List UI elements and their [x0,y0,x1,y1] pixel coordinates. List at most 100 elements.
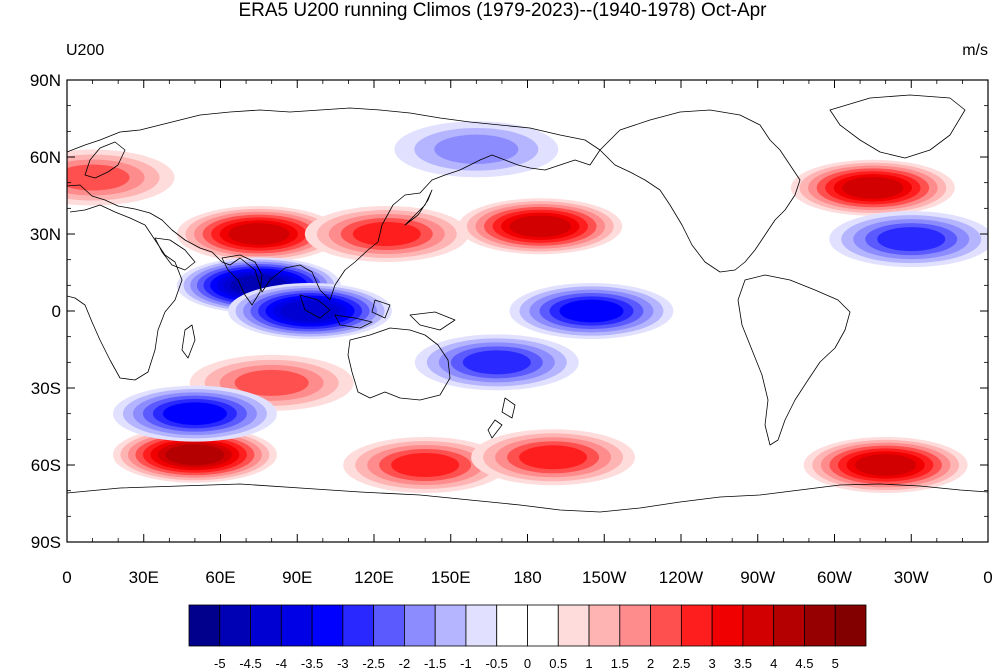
colorbar-swatch [527,604,559,647]
colorbar-label: 4.5 [795,656,813,671]
anomaly-contour-7-5 [519,445,588,470]
anomaly-contour-0-7 [228,223,290,245]
colorbar-label: 2.5 [672,656,690,671]
figure-title: ERA5 U200 running Climos (1979-2023)--(1… [238,0,767,21]
lon-tick-label: 30W [894,568,929,587]
colorbar-swatch [773,604,805,647]
coastline-arabia [154,237,196,271]
coastline-indonesia [299,294,456,331]
anomaly-contour-4-4 [67,164,130,191]
units-label: m/s [962,42,988,59]
colorbar-swatch [342,604,375,647]
coastline-south-america [737,274,851,446]
anomaly-contour-12-6 [559,299,624,323]
colorbar-label: -4.5 [239,656,261,671]
coastline-scandinavia [84,141,126,179]
anomaly-contour-15-6 [162,402,227,425]
lon-tick-label: 0 [983,568,992,587]
anomaly-contour-8-7 [855,454,917,476]
lon-tick-label: 120W [659,568,703,587]
colorbar: -5 -4.5 -4 -3.5 -3 -2.5 -2 -1.5 -1 -0.5 0 0.5 1 1.5 2 2… [188,604,867,671]
anomaly-contour-6-5 [391,453,460,477]
coastline-greenland [829,94,966,159]
colorbar-label: 0 [524,656,531,671]
colorbar-swatch [188,604,221,647]
colorbar-swatch [250,604,282,647]
coastline-japan [404,189,433,226]
anomaly-contour-13-5 [462,350,531,375]
colorbar-swatch [804,604,836,647]
coastline-africa [67,204,183,381]
colorbar-swatch [465,604,498,647]
variable-label: U200 [66,42,105,59]
coastlines [67,94,988,513]
colorbar-swatch [680,604,713,647]
anomaly-contour-2-7 [509,215,571,238]
colorbar-label: -3.5 [301,656,323,671]
colorbar-label: 4 [770,656,777,671]
coastline-newzealand [487,397,516,439]
colorbar-label: 1 [585,656,592,671]
colorbar-label: -2 [399,656,411,671]
colorbar-label: 5 [832,656,839,671]
colorbar-swatch [311,604,344,647]
colorbar-swatch [280,604,313,647]
colorbar-swatch [588,604,621,647]
colorbar-label: 3.5 [734,656,752,671]
lon-tick-label: 60W [817,568,852,587]
coastline-north-america [599,109,801,273]
anomaly-contour-9-4 [234,369,309,396]
lon-tick-label: 30E [129,568,159,587]
lon-tick-label: 0 [62,568,71,587]
lon-tick-label: 90W [740,568,775,587]
lat-tick-label: 90N [30,71,61,90]
colorbar-label: 0.5 [549,656,567,671]
lat-tick-label: 30N [30,225,61,244]
colorbar-swatch [711,604,744,647]
lat-tick-label: 0 [52,302,61,321]
coastline-antarctica [67,483,988,513]
colorbar-swatch [404,604,436,647]
lon-tick-label: 150E [431,568,471,587]
colorbar-label: 3 [709,656,716,671]
anomaly-contour-5-8 [165,444,225,466]
coastline-madagascar [181,324,196,359]
colorbar-swatch [742,604,775,647]
coastline-eurasia [67,107,601,301]
colorbar-swatch [557,604,590,647]
anomaly-contour-3-7 [842,176,904,199]
lon-tick-label: 90E [282,568,312,587]
colorbar-swatch [619,604,651,647]
lon-tick-label: 120E [354,568,394,587]
colorbar-swatch [373,604,405,647]
anomaly-contour-1-5 [352,222,421,246]
lat-tick-label: 30S [31,379,61,398]
colorbar-label: -0.5 [486,656,508,671]
colorbar-label: -1.5 [424,656,446,671]
lon-tick-label: 60E [205,568,235,587]
lon-tick-label: 180 [513,568,541,587]
colorbar-swatch [434,604,467,647]
colorbar-label: -2.5 [362,656,384,671]
lat-tick-label: 60S [31,456,61,475]
anomaly-contour-11-8 [280,300,340,322]
colorbar-swatch [834,604,867,647]
coastline-india [221,254,263,306]
colorbar-label: -4 [276,656,288,671]
lon-tick-label: 150W [582,568,626,587]
colorbar-label: -3 [337,656,349,671]
colorbar-label: -5 [214,656,226,671]
lat-tick-label: 90S [31,533,61,552]
coastline-australia [347,327,451,401]
anomaly-field [67,121,988,493]
lat-tick-label: 60N [30,148,61,167]
colorbar-label: 1.5 [611,656,629,671]
colorbar-label: 2 [647,656,654,671]
colorbar-label: -1 [460,656,472,671]
colorbar-swatch [650,604,682,647]
colorbar-swatch [496,604,528,647]
anomaly-contour-14-5 [877,227,946,252]
colorbar-swatch [219,604,251,647]
